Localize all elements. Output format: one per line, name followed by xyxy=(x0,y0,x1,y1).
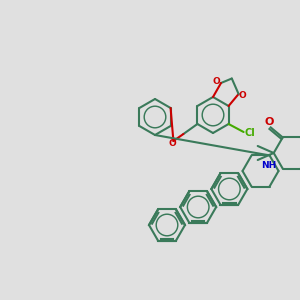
Text: O: O xyxy=(264,117,273,128)
Text: O: O xyxy=(239,91,247,100)
Text: O: O xyxy=(212,77,220,86)
Text: Cl: Cl xyxy=(244,128,255,138)
Text: NH: NH xyxy=(261,160,276,169)
Text: O: O xyxy=(169,139,176,148)
